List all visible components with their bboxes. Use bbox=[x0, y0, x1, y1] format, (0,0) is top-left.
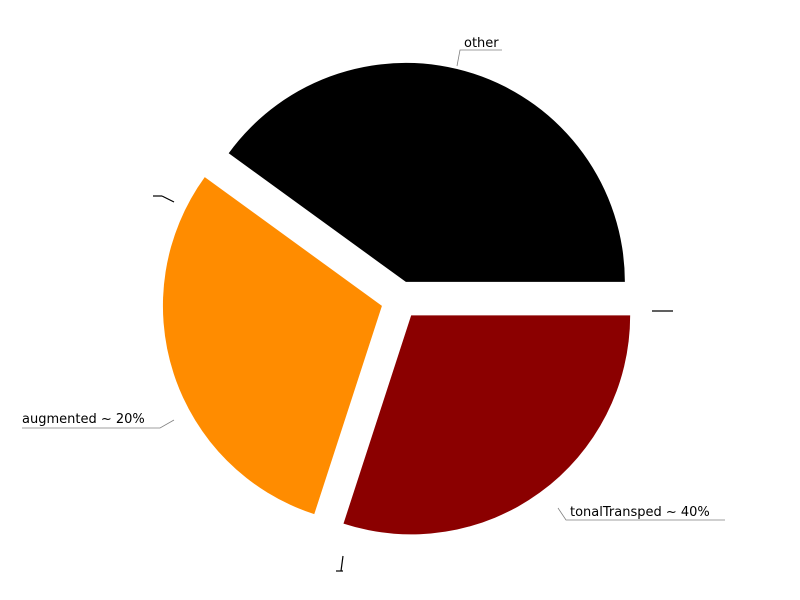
marker-tick-upper-left-diag bbox=[161, 195, 175, 203]
slice-label-augmented: augmented ~ 20% bbox=[22, 412, 145, 427]
marker-tick-bottom bbox=[340, 555, 344, 572]
pie-slice-other bbox=[228, 62, 625, 282]
slice-label-other: other bbox=[464, 36, 499, 51]
pie-slices bbox=[162, 62, 631, 535]
slice-label-tonaltransped: tonalTransped ~ 40% bbox=[570, 505, 710, 520]
pie-slice-tonaltransped bbox=[343, 315, 631, 535]
leader-line-other bbox=[456, 49, 502, 67]
leader-line-tonaltransped bbox=[557, 507, 725, 521]
pie-slice-augmented bbox=[162, 177, 382, 515]
pie-labels: other tonalTransped ~ 40% augmented ~ 20… bbox=[22, 36, 725, 572]
leader-line-augmented bbox=[22, 419, 175, 429]
